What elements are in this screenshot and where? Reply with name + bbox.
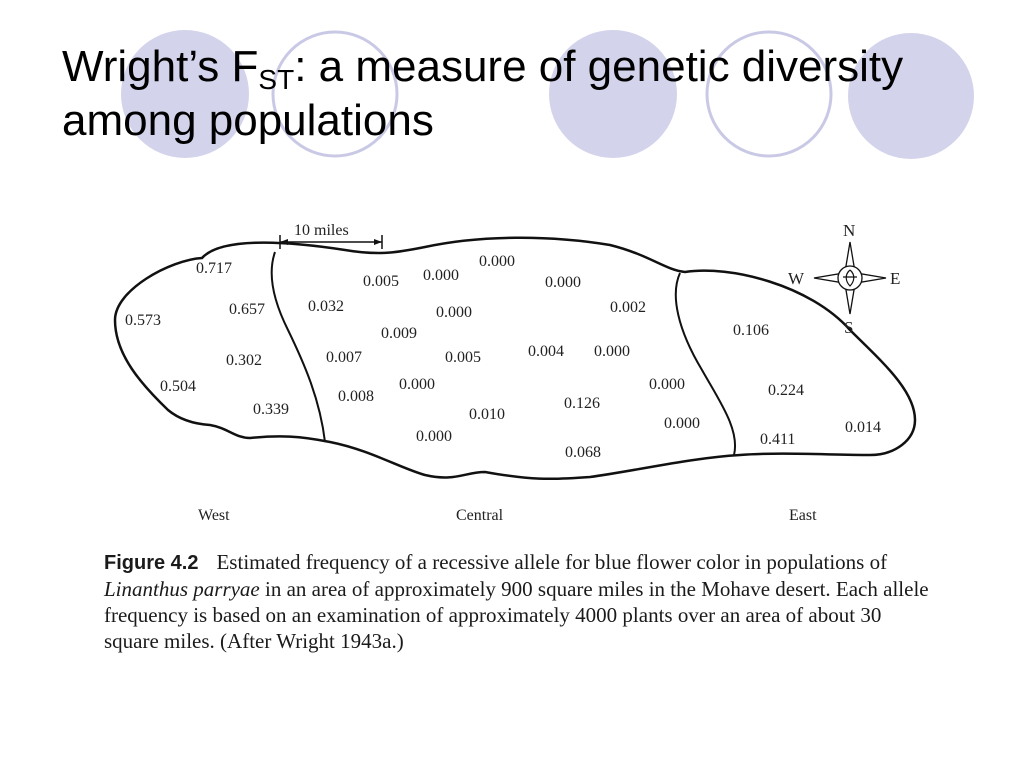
title-subscript: ST bbox=[258, 64, 295, 95]
deco-circle-ring bbox=[705, 30, 833, 158]
deco-circle-filled bbox=[848, 33, 974, 159]
central-frequencies: 0.005 0.000 0.000 0.000 0.032 0.000 0.00… bbox=[308, 253, 700, 461]
frequency-label: 0.032 bbox=[308, 298, 344, 315]
deco-circle-ring bbox=[271, 30, 399, 158]
frequency-label: 0.339 bbox=[253, 401, 289, 418]
frequency-label: 0.000 bbox=[649, 376, 685, 393]
species-name: Linanthus parryae bbox=[104, 577, 260, 601]
figure-number: Figure 4.2 bbox=[104, 552, 199, 574]
east-frequencies: 0.106 0.224 0.014 0.411 bbox=[733, 322, 881, 448]
west-central-divider bbox=[270, 251, 326, 443]
compass-west: W bbox=[788, 269, 805, 288]
frequency-label: 0.000 bbox=[436, 304, 472, 321]
compass-north: N bbox=[843, 221, 855, 240]
west-frequencies: 0.717 0.573 0.657 0.302 0.504 0.339 bbox=[125, 260, 289, 418]
frequency-label: 0.004 bbox=[528, 343, 564, 360]
figure-caption: Figure 4.2 Estimated frequency of a reces… bbox=[104, 549, 934, 654]
frequency-label: 0.000 bbox=[664, 415, 700, 432]
frequency-label: 0.302 bbox=[226, 352, 262, 369]
frequency-label: 0.000 bbox=[545, 274, 581, 291]
map-outline bbox=[113, 236, 917, 481]
frequency-label: 0.000 bbox=[416, 428, 452, 445]
frequency-label: 0.005 bbox=[445, 349, 481, 366]
frequency-label: 0.068 bbox=[565, 444, 601, 461]
caption-text-continued: in an area of approximately 900 square m… bbox=[104, 577, 929, 653]
frequency-label: 0.000 bbox=[479, 253, 515, 270]
frequency-label: 0.014 bbox=[845, 419, 881, 436]
frequency-label: 0.008 bbox=[338, 388, 374, 405]
title-decoration bbox=[121, 30, 974, 159]
region-label-east: East bbox=[789, 507, 817, 524]
frequency-label: 0.000 bbox=[399, 376, 435, 393]
frequency-label: 0.224 bbox=[768, 382, 804, 399]
deco-circle-filled bbox=[121, 30, 249, 158]
deco-circle-filled bbox=[549, 30, 677, 158]
frequency-label: 0.009 bbox=[381, 325, 417, 342]
frequency-label: 0.573 bbox=[125, 312, 161, 329]
region-label-west: West bbox=[198, 507, 230, 524]
compass-south: S bbox=[844, 318, 853, 337]
frequency-label: 0.126 bbox=[564, 395, 600, 412]
population-map: 10 miles N S W E 0.717 0.573 0.657 0.302… bbox=[113, 221, 917, 524]
scale-label: 10 miles bbox=[294, 222, 349, 239]
frequency-label: 0.002 bbox=[610, 299, 646, 316]
central-east-divider bbox=[674, 272, 737, 456]
frequency-label: 0.000 bbox=[423, 267, 459, 284]
title-rest: : a measure of genetic diversity among p… bbox=[62, 42, 904, 145]
frequency-label: 0.411 bbox=[760, 431, 795, 448]
frequency-label: 0.657 bbox=[229, 301, 265, 318]
region-label-central: Central bbox=[456, 507, 504, 524]
slide-title: Wright’s FST: a measure of genetic diver… bbox=[62, 40, 962, 148]
frequency-label: 0.005 bbox=[363, 273, 399, 290]
frequency-label: 0.106 bbox=[733, 322, 769, 339]
frequency-label: 0.007 bbox=[326, 349, 362, 366]
compass-rose: N S W E bbox=[788, 221, 900, 337]
title-main: Wright’s F bbox=[62, 42, 259, 91]
frequency-label: 0.010 bbox=[469, 406, 505, 423]
frequency-label: 0.504 bbox=[160, 378, 196, 395]
frequency-label: 0.717 bbox=[196, 260, 232, 277]
caption-text: Estimated frequency of a recessive allel… bbox=[216, 550, 888, 574]
compass-east: E bbox=[890, 269, 900, 288]
frequency-label: 0.000 bbox=[594, 343, 630, 360]
scale-bar: 10 miles bbox=[279, 222, 383, 249]
